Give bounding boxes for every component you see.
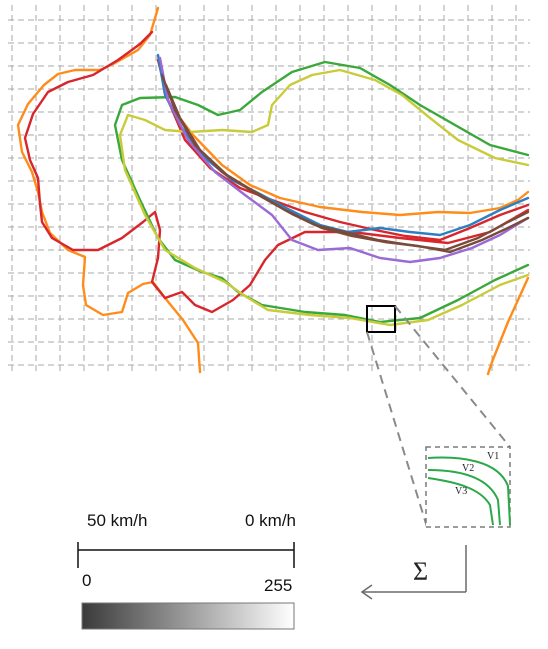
speed-low-label: 0 km/h [245, 511, 296, 530]
inset-label-v3: V3 [455, 486, 467, 497]
trajectory-green [115, 62, 528, 322]
map-grid [8, 5, 530, 372]
zoom-guide-right [395, 306, 510, 447]
inset-label-v2: V2 [462, 463, 474, 474]
zoom-inset: V1 V2 V3 [426, 447, 510, 527]
trajectory-orange-2 [170, 105, 528, 215]
scale-axis [78, 542, 294, 568]
trajectory-orange [18, 8, 200, 372]
trajectory-blue [158, 55, 528, 235]
zoom-guide-left [367, 332, 427, 527]
value-min-label: 0 [82, 571, 91, 590]
sum-symbol: Σ [413, 557, 428, 586]
grayscale-gradient-bar [82, 603, 294, 629]
value-max-label: 255 [264, 576, 292, 595]
trajectory-orange-3 [488, 278, 528, 374]
inset-label-v1: V1 [487, 451, 499, 462]
speed-high-label: 50 km/h [87, 511, 147, 530]
